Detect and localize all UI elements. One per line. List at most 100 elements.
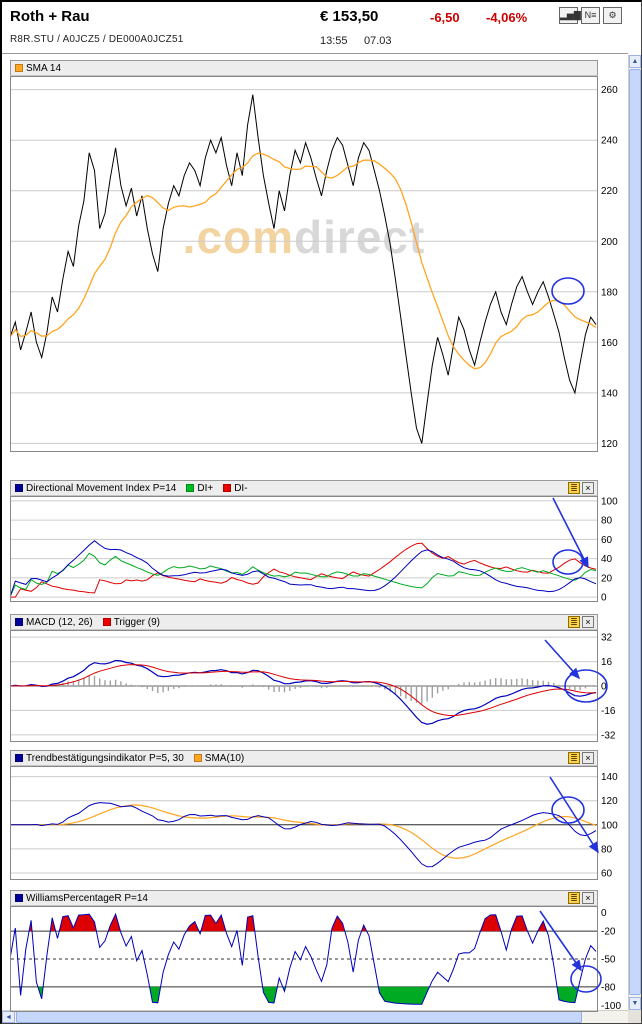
comdirect-watermark: .comdirect [182,211,426,263]
panel-toolbar: ≣ × [568,752,594,764]
svg-text:-16: -16 [601,706,616,717]
scroll-up-icon[interactable]: ▲ [629,55,641,68]
svg-text:60: 60 [601,869,613,880]
legend-label: DI- [234,482,248,494]
header: Roth + Rau R8R.STU / A0JCZ5 / DE000A0JCZ… [2,2,628,54]
svg-text:60: 60 [601,535,613,546]
legend-label: SMA(10) [204,752,245,764]
svg-text:260: 260 [601,85,618,96]
scrollbar-corner [628,1010,641,1023]
vertical-scrollbar[interactable]: ▲ ▼ [628,55,641,1010]
news-icon[interactable]: N≡ [581,7,600,24]
svg-text:-100: -100 [601,1001,621,1012]
panel-settings-icon[interactable]: ≣ [568,752,580,764]
panel-settings-icon[interactable]: ≣ [568,616,580,628]
legend-color-swatch [186,484,195,492]
legend-label: DI+ [197,482,214,494]
legend-color-swatch [15,754,23,762]
wpr-plot: 0 -20 -50 -80 -100 [10,906,624,1012]
svg-text:0: 0 [601,908,607,919]
tci-legend: Trendbestätigungsindikator P=5, 30 SMA(10… [10,750,598,766]
vertical-scroll-thumb[interactable] [629,69,641,995]
svg-text:160: 160 [601,338,618,349]
legend-color-swatch [102,618,111,626]
svg-text:20: 20 [601,573,613,584]
svg-text:120: 120 [601,796,618,807]
svg-text:140: 140 [601,388,618,399]
svg-text:-20: -20 [601,927,616,938]
change-absolute: -6,50 [430,10,460,25]
panel-settings-icon[interactable]: ≣ [568,892,580,904]
legend-color-swatch [15,484,23,492]
horizontal-scrollbar[interactable]: ◄ [2,1010,628,1023]
legend-color-swatch [193,754,202,762]
svg-text:-50: -50 [601,955,616,966]
instrument-ticker: R8R.STU / A0JCZ5 / DE000A0JCZ51 [10,34,184,45]
header-toolbar: ▂▅▇ N≡ ⚙ [559,7,622,24]
quote-date: 07.03 [364,35,392,47]
svg-text:80: 80 [601,844,613,855]
svg-text:100: 100 [601,496,618,507]
williams-percent-r-panel: WilliamsPercentageR P=14 0 -20 -50 -80 -100 … [10,890,628,1012]
svg-text:80: 80 [601,516,613,527]
svg-text:32: 32 [601,633,613,644]
panel-close-icon[interactable]: × [582,616,594,628]
dmi-panel: Directional Movement Index P=14 DI+ DI- 10… [10,480,628,602]
legend-color-swatch [223,484,232,492]
legend-label: WilliamsPercentageR P=14 [26,892,148,904]
svg-text:16: 16 [601,657,613,668]
dmi-chart: 100 80 60 40 20 0 [10,496,618,602]
panel-close-icon[interactable]: × [582,752,594,764]
legend-color-swatch [15,64,23,72]
scroll-down-icon[interactable]: ▼ [629,997,641,1010]
price-value: € 153,50 [320,8,379,25]
svg-text:40: 40 [601,554,613,565]
svg-text:240: 240 [601,136,618,147]
quote-time: 13:55 [320,35,348,47]
panel-close-icon[interactable]: × [582,482,594,494]
svg-text:100: 100 [601,820,618,831]
legend-color-swatch [15,894,23,902]
panel-settings-icon[interactable]: ≣ [568,482,580,494]
svg-text:0: 0 [601,682,607,693]
wpr-legend: WilliamsPercentageR P=14 [10,890,598,906]
legend-label: MACD (12, 26) [26,616,93,628]
svg-text:220: 220 [601,186,618,197]
macd-legend: MACD (12, 26) Trigger (9) [10,614,598,630]
legend-label: Trigger (9) [113,616,160,628]
scroll-left-icon[interactable]: ◄ [2,1011,15,1023]
instrument-title: Roth + Rau [10,8,90,25]
dmi-legend: Directional Movement Index P=14 DI+ DI- [10,480,598,496]
wpr-chart: 0 -20 -50 -80 -100 [10,906,621,1012]
svg-text:0: 0 [601,593,607,602]
panel-toolbar: ≣ × [568,892,594,904]
price-chart: 260 240 220 200 180 160 140 120 [10,76,618,452]
svg-text:120: 120 [601,439,618,450]
legend-label: Directional Movement Index P=14 [26,482,177,494]
panel-toolbar: ≣ × [568,482,594,494]
panel-toolbar: ≣ × [568,616,594,628]
legend-label: SMA 14 [26,62,62,74]
price-plot: 260 240 220 200 180 160 140 120 [10,76,624,452]
price-legend: SMA 14 [10,60,598,76]
tci-chart: 140 120 100 80 60 [10,766,618,880]
legend-color-swatch [15,618,23,626]
dmi-plot: 100 80 60 40 20 0 [10,496,624,602]
macd-chart: 32 16 0 -16 -32 [10,630,616,742]
change-percent: -4,06% [486,10,528,25]
macd-panel: MACD (12, 26) Trigger (9) 32 16 0 -16 -32 ≣ × [10,614,628,742]
trend-confirmation-panel: Trendbestätigungsindikator P=5, 30 SMA(10… [10,750,628,880]
macd-plot: 32 16 0 -16 -32 [10,630,624,742]
price-chart-panel: .comdirect SMA 14 260 240 220 200 180 160 140 1… [10,60,628,452]
svg-text:-80: -80 [601,982,616,993]
settings-icon[interactable]: ⚙ [603,7,622,24]
legend-label: Trendbestätigungsindikator P=5, 30 [26,752,184,764]
panel-close-icon[interactable]: × [582,892,594,904]
horizontal-scroll-thumb[interactable] [16,1011,582,1023]
svg-text:-32: -32 [601,730,616,741]
bar-chart-icon[interactable]: ▂▅▇ [559,7,581,24]
svg-text:180: 180 [601,287,618,298]
svg-text:200: 200 [601,237,618,248]
tci-plot: 140 120 100 80 60 [10,766,624,880]
